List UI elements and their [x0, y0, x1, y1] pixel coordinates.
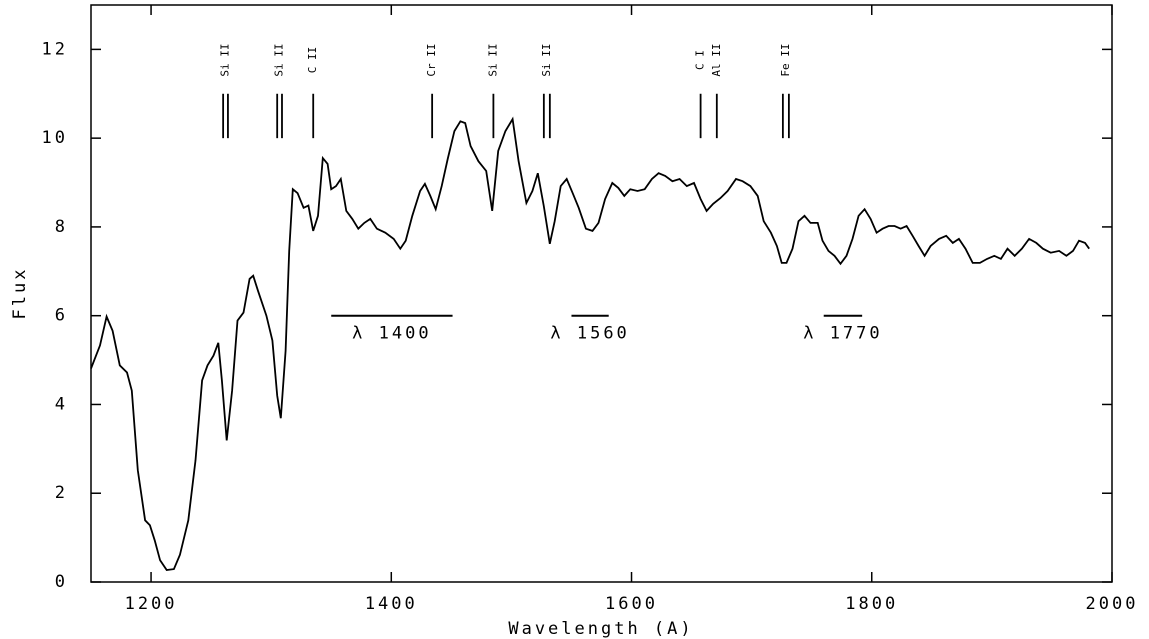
x-tick-label: 1400: [365, 594, 418, 614]
x-tick-label: 1200: [125, 594, 178, 614]
line-id-label: C II: [306, 47, 319, 74]
y-tick-label: 6: [55, 306, 68, 326]
spectrum-line: [90, 116, 1090, 571]
line-id-label: Al II: [710, 43, 723, 76]
y-tick-label: 12: [42, 39, 68, 59]
window-label: λ 1770: [803, 324, 882, 344]
y-tick-label: 8: [55, 217, 68, 237]
line-id-label: Si II: [219, 43, 232, 76]
line-id-label: Si II: [540, 43, 553, 76]
line-id-label: Si II: [486, 43, 499, 76]
x-tick-label: 1600: [605, 594, 658, 614]
x-tick-label: 2000: [1086, 594, 1139, 614]
line-id-label: Fe II: [779, 43, 792, 76]
line-id-label: Si II: [273, 43, 286, 76]
y-tick-label: 10: [42, 128, 68, 148]
y-tick-label: 0: [55, 572, 68, 592]
y-tick-label: 2: [55, 483, 68, 503]
plot-frame: [90, 4, 1113, 583]
line-id-label: C I: [694, 50, 707, 70]
x-tick-label: 1800: [845, 594, 898, 614]
x-axis-label: Wavelength (A): [508, 619, 693, 639]
window-label: λ 1400: [352, 324, 431, 344]
y-tick-label: 4: [55, 394, 68, 414]
window-label: λ 1560: [550, 324, 629, 344]
y-axis-label: Flux: [10, 267, 30, 320]
line-id-label: Cr II: [425, 43, 438, 76]
